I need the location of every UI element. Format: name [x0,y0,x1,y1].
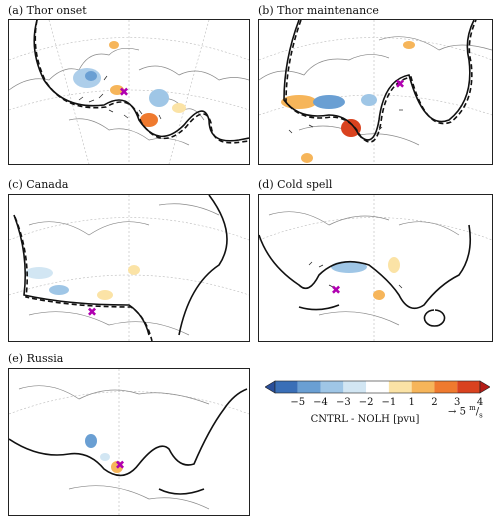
colorbar-tick-label: −2 [358,397,374,408]
event-marker: ✖ [395,77,405,91]
event-marker: ✖ [87,305,97,319]
panel-c-map: ✖ [8,194,250,342]
colorbar-tick-label: −1 [381,397,397,408]
colorbar-segment [320,381,344,393]
colorbar-segment [366,381,389,393]
event-marker: ✖ [119,85,129,99]
panel-a-map: ✖ [8,19,250,165]
colorbar-tick-label: 4 [476,397,484,408]
colorbar-segment [457,381,480,393]
vector-reference-arrow: → [448,406,457,418]
vector-reference-value: 5 [459,406,466,418]
panel-d-map: ✖ [258,194,493,342]
colorbar-tick-label: 1 [408,397,415,408]
panel-e-title: (e) Russia [8,352,64,365]
wind-vectors [78,75,162,120]
vector-reference: → 5 m/s [448,404,483,420]
panel-d-title: (d) Cold spell [258,178,333,191]
colorbar-segment [388,381,412,393]
vector-reference-unit-den: s [479,411,483,420]
panel-b-title: (b) Thor maintenance [258,4,379,17]
colorbar-segment [411,381,435,393]
colorbar-tick-label: −3 [335,397,351,408]
pv-contour [33,20,249,144]
colorbar-segment [297,381,321,393]
panel-b-map: ✖ [258,19,493,165]
event-marker: ✖ [115,458,125,472]
colorbar-tick-label: −5 [290,397,306,408]
anomaly-shading [73,41,186,127]
panel-c-title: (c) Canada [8,178,69,191]
colorbar: −5 −4 −3 −2 −1 1 2 3 45 CNTRL - NOLH [pvu] [265,380,500,440]
colorbar-strip [265,380,490,394]
colorbar-extend-low [265,380,276,394]
colorbar-segment [275,381,298,393]
colorbar-segment [434,381,458,393]
vector-reference-unit-num: m [469,404,476,412]
panel-a-title: (a) Thor onset [8,4,87,17]
event-marker: ✖ [331,283,341,297]
colorbar-label: CNTRL - NOLH [pvu] [310,414,420,425]
colorbar-extend-high [479,380,490,394]
colorbar-segment [343,381,367,393]
colorbar-tick-label: 2 [431,397,438,408]
colorbar-tick-label: −4 [313,397,328,408]
panel-e-map: ✖ [8,368,250,516]
colorbar-tick-label: 3 [454,397,461,408]
